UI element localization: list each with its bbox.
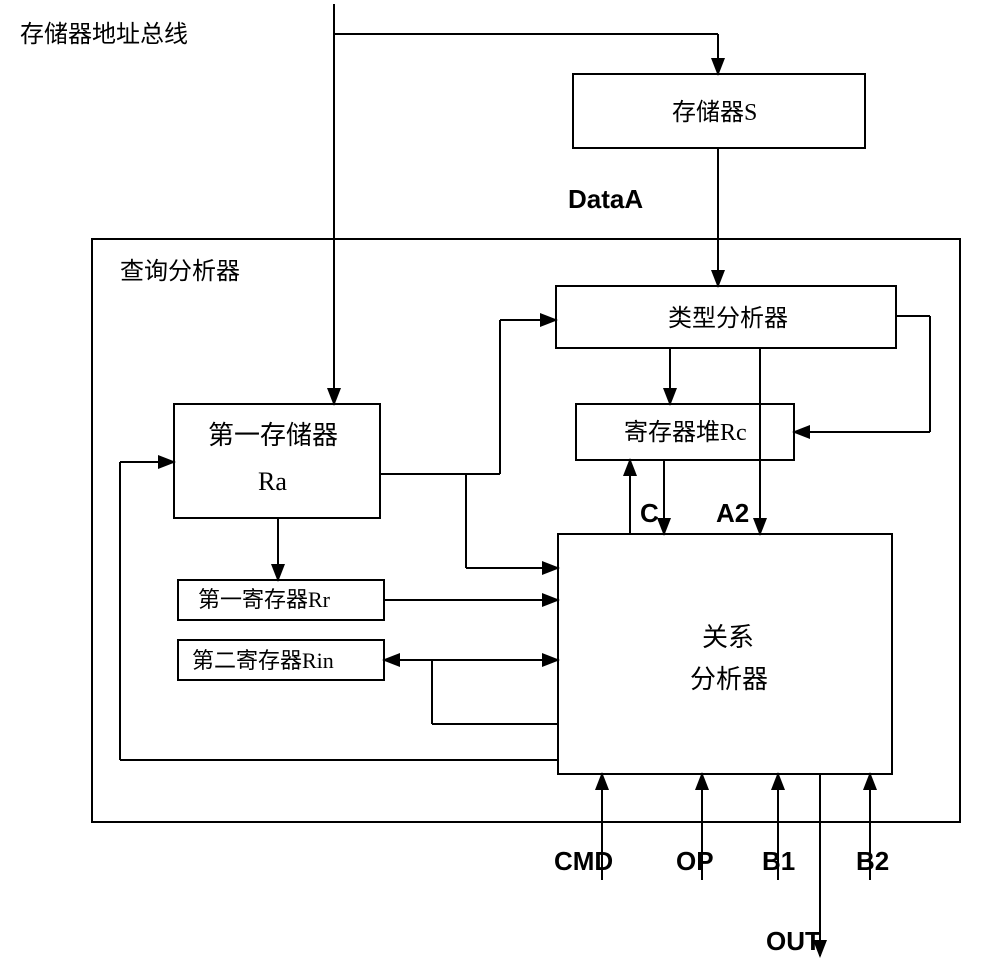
firstMemLine1-label: 第一存储器 xyxy=(208,421,338,450)
relLine2-label: 分析器 xyxy=(690,665,768,694)
reg1-label: 第一寄存器Rr xyxy=(198,587,331,612)
B1-label: B1 xyxy=(762,846,795,876)
regHeap-label: 寄存器堆Rc xyxy=(624,419,747,446)
diagram-canvas: 存储器地址总线存储器S DataA 查询分析器类型分析器第一存储器 Ra 寄存器堆Rc 第… xyxy=(0,0,1000,969)
firstMemLine2-label: Ra xyxy=(258,467,287,496)
dataA-label: DataA xyxy=(568,184,643,214)
A2-label: A2 xyxy=(716,498,749,528)
memS-label: 存储器S xyxy=(672,99,757,126)
CMD-label: CMD xyxy=(554,846,613,876)
queryAnalyzer-label: 查询分析器 xyxy=(120,258,240,285)
OUT-label: OUT xyxy=(766,926,821,956)
reg2-label: 第二寄存器Rin xyxy=(192,648,334,673)
B2-label: B2 xyxy=(856,846,889,876)
relLine1-label: 关系 xyxy=(702,623,754,652)
addrBus-label: 存储器地址总线 xyxy=(20,21,188,48)
C-label: C xyxy=(640,498,659,528)
relAn-box xyxy=(558,534,892,774)
OP-label: OP xyxy=(676,846,714,876)
typeAnalyzer-label: 类型分析器 xyxy=(668,305,788,332)
